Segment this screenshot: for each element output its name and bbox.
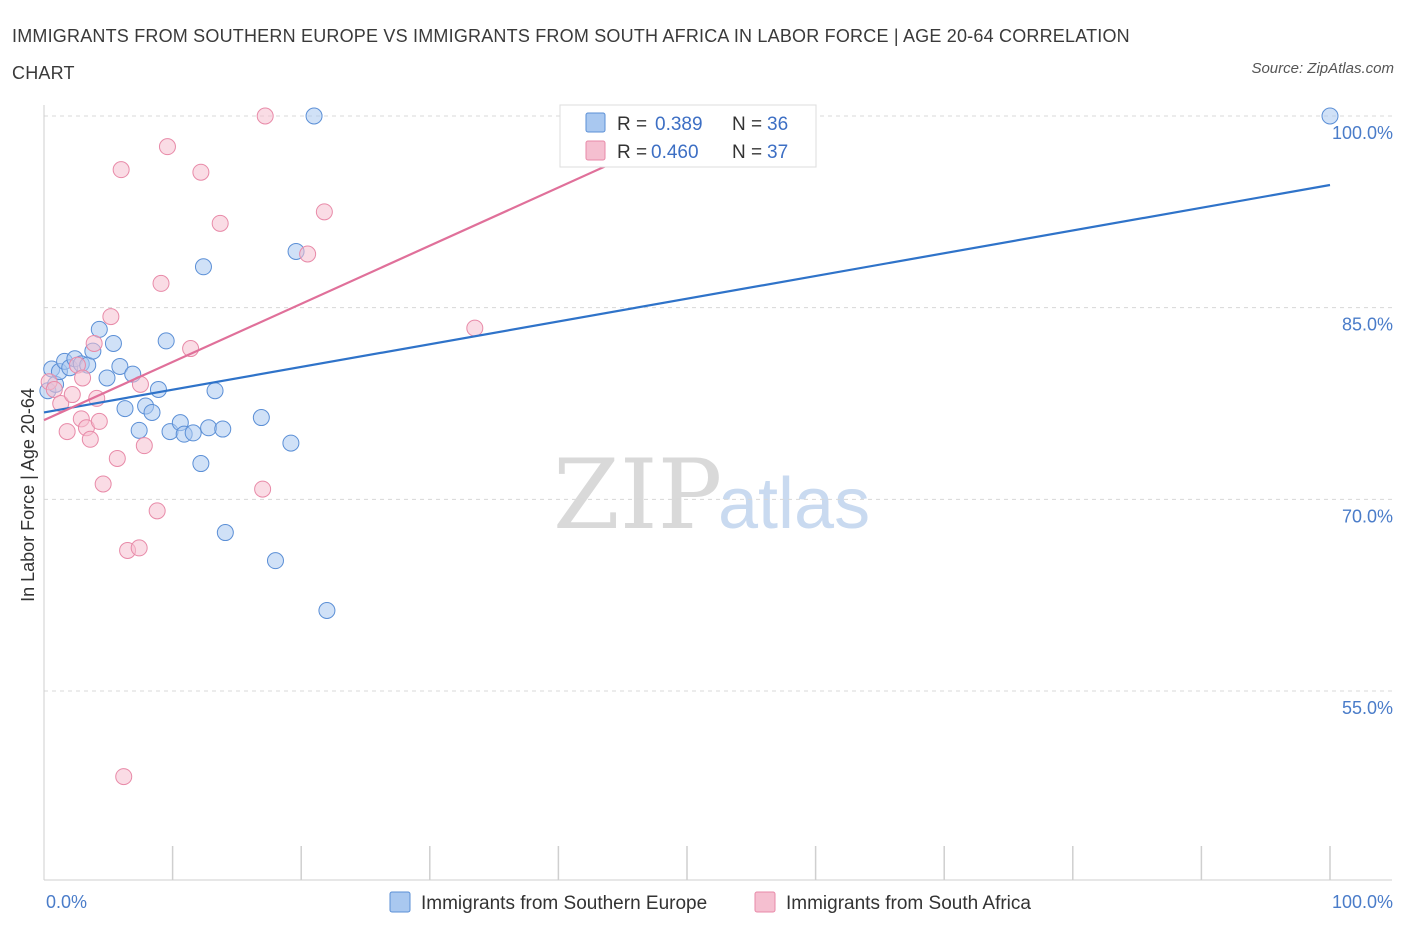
point-pink-26	[192, 163, 210, 181]
point-blue-16	[130, 421, 148, 439]
point-pink-27	[211, 214, 229, 232]
point-pink-1	[45, 380, 63, 398]
point-pink-28	[254, 480, 272, 498]
legend-r-value-blue: 0.389	[655, 114, 703, 135]
correlation-legend: R = 0.389 N = 36 R = 0.460 N = 37	[559, 104, 817, 168]
point-blue-26	[192, 455, 210, 473]
y-tick-label-3: 55.0%	[1342, 698, 1393, 718]
y-axis-label: In Labor Force | Age 20-64	[18, 388, 38, 602]
point-pink-17	[115, 768, 133, 786]
data-points	[39, 107, 1339, 786]
legend-r-value-pink: 0.460	[651, 142, 699, 163]
point-blue-37	[1321, 107, 1339, 125]
point-blue-28	[206, 382, 224, 400]
point-blue-13	[111, 357, 129, 375]
point-blue-32	[266, 552, 284, 570]
legend-swatch-south-africa	[754, 891, 776, 913]
point-pink-22	[148, 502, 166, 520]
point-pink-10	[85, 334, 103, 352]
series-legend: Immigrants from Southern Europe Immigran…	[389, 891, 1031, 914]
point-blue-29	[214, 420, 232, 438]
legend-r-label-pink: R =	[617, 142, 647, 163]
point-pink-14	[102, 308, 120, 326]
point-blue-12	[104, 334, 122, 352]
point-pink-24	[158, 138, 176, 156]
point-pink-7	[74, 369, 92, 387]
legend-n-value-blue: 36	[767, 114, 788, 135]
point-blue-35	[305, 107, 323, 125]
y-tick-label-0: 100.0%	[1332, 123, 1393, 143]
legend-n-value-pink: 37	[767, 142, 788, 163]
x-tick-labels: 0.0% 100.0%	[46, 892, 1393, 912]
point-blue-20	[157, 332, 175, 350]
watermark: ZIP atlas	[553, 439, 870, 551]
point-blue-33	[282, 434, 300, 452]
legend-r-label-blue: R =	[617, 114, 647, 135]
point-pink-19	[130, 539, 148, 557]
point-pink-31	[315, 203, 333, 221]
point-blue-30	[216, 524, 234, 542]
point-pink-29	[256, 107, 274, 125]
x-tick-label-1: 100.0%	[1332, 892, 1393, 912]
point-pink-21	[135, 437, 153, 455]
point-blue-14	[116, 400, 134, 418]
y-tick-label-2: 70.0%	[1342, 506, 1393, 526]
legend-label-southern-europe: Immigrants from Southern Europe	[421, 893, 707, 914]
point-pink-9	[81, 430, 99, 448]
legend-swatch-southern-europe	[389, 891, 411, 913]
x-tick-label-0: 0.0%	[46, 892, 87, 912]
watermark-zip: ZIP	[553, 439, 722, 551]
point-blue-18	[143, 403, 161, 421]
point-pink-3	[58, 423, 76, 441]
point-pink-4	[63, 386, 81, 404]
point-pink-16	[112, 161, 130, 179]
point-blue-27	[200, 419, 218, 437]
y-tick-labels: 100.0% 85.0% 70.0% 55.0%	[1332, 123, 1393, 718]
point-pink-12	[90, 412, 108, 430]
point-blue-11	[98, 369, 116, 387]
chart-title: IMMIGRANTS FROM SOUTHERN EUROPE VS IMMIG…	[12, 26, 1130, 83]
legend-n-label-blue: N =	[732, 114, 762, 135]
point-blue-25	[194, 258, 212, 276]
point-pink-30	[299, 245, 317, 263]
point-pink-15	[108, 449, 126, 467]
source-label: Source: ZipAtlas.com	[1251, 60, 1394, 77]
point-pink-13	[94, 475, 112, 493]
point-blue-24	[184, 424, 202, 442]
legend-label-south-africa: Immigrants from South Africa	[786, 893, 1031, 914]
watermark-atlas: atlas	[718, 464, 870, 544]
gridlines	[44, 115, 1392, 692]
point-blue-36	[318, 602, 336, 619]
point-pink-23	[152, 274, 170, 292]
trend-line-blue	[43, 183, 1331, 414]
point-blue-31	[252, 409, 270, 427]
y-tick-label-1: 85.0%	[1342, 315, 1393, 335]
legend-swatch-blue	[585, 112, 606, 133]
legend-n-label-pink: N =	[732, 142, 762, 163]
point-pink-32	[466, 319, 484, 337]
axes	[43, 105, 1392, 881]
point-blue-19	[149, 380, 167, 398]
legend-swatch-pink	[585, 140, 606, 161]
